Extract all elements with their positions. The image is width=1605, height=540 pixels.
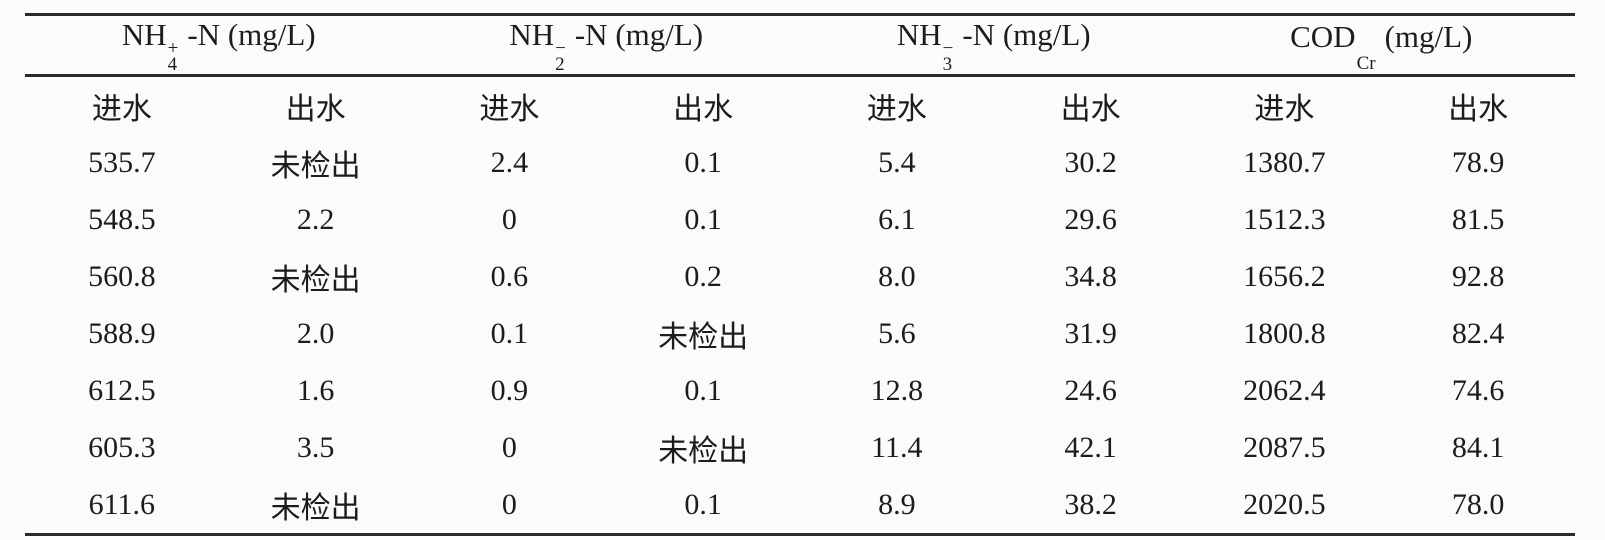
table-cell: 5.4 (878, 145, 916, 179)
subsup-nh2: −2 (555, 38, 566, 75)
subsup-codcr: Cr (1356, 52, 1376, 74)
sub-header-cell: 出水 (1448, 92, 1509, 126)
column-group-nh2: NH −2 -N (mg/L) (412, 14, 800, 77)
table-cell: 11.4 (871, 430, 923, 464)
column-group-nh3: NH −3 -N (mg/L) (800, 14, 1188, 77)
table-cell: 34.8 (1064, 259, 1117, 293)
table-cell: 未检出 (270, 491, 361, 525)
sub-header-cell: 出水 (673, 92, 734, 126)
table-row: 560.8 未检出 0.6 0.2 8.0 34.8 1656.2 92.8 (25, 248, 1575, 305)
table-cell: 1.6 (296, 373, 335, 407)
table-row: 605.3 3.5 0 未检出 11.4 42.1 2087.5 84.1 (25, 419, 1575, 476)
subsup-nh3: −3 (942, 38, 954, 75)
table-cell: 2.0 (296, 316, 335, 350)
table-cell: 0 (501, 487, 517, 521)
table-row: 535.7 未检出 2.4 0.1 5.4 30.2 1380.7 78.9 (25, 134, 1575, 191)
sub-header-cell: 进水 (1254, 92, 1315, 126)
table-cell: 2020.5 (1243, 487, 1326, 521)
sub-header-cell: 出水 (1060, 92, 1121, 126)
table-cell: 29.6 (1064, 202, 1117, 236)
table-cell: 78.9 (1451, 145, 1505, 179)
table-cell: 2.2 (296, 202, 335, 236)
table-cell: 84.1 (1451, 430, 1505, 464)
table-cell: 560.8 (88, 259, 156, 293)
table-cell: 0.1 (684, 487, 722, 521)
sub-header-cell: 进水 (866, 92, 927, 126)
table-body: 535.7 未检出 2.4 0.1 5.4 30.2 1380.7 78.9 548.5 2.2 0… (25, 134, 1575, 535)
table-cell: 0 (501, 202, 517, 236)
subsup-nh4: +4 (167, 38, 179, 75)
table-cell: 1800.8 (1243, 316, 1326, 350)
table-cell: 611.6 (88, 487, 156, 521)
table-row: 611.6 未检出 0 0.1 8.9 38.2 2020.5 78.0 (25, 476, 1575, 535)
formula-nh3: NH −3 -N (mg/L) (896, 17, 1091, 75)
table-cell: 588.9 (88, 316, 156, 350)
table-cell: 78.0 (1451, 487, 1505, 521)
table-cell: 0.6 (490, 259, 529, 293)
table-cell: 2.4 (490, 145, 529, 179)
table-cell: 3.5 (296, 430, 335, 464)
paper-table-region: NH +4 -N (mg/L) NH −2 -N (mg/L) NH −3 -N (mg/L… (25, 13, 1575, 536)
column-group-nh4: NH +4 -N (mg/L) (25, 14, 413, 77)
table-cell: 24.6 (1064, 373, 1117, 407)
sub-header-cell: 进水 (479, 92, 540, 126)
table-cell: 8.0 (878, 259, 916, 293)
table-row: 548.5 2.2 0 0.1 6.1 29.6 1512.3 81.5 (25, 191, 1575, 248)
table-cell: 548.5 (88, 202, 156, 236)
sub-header-cell: 出水 (285, 92, 346, 126)
table-cell: 31.9 (1064, 316, 1117, 350)
table-cell: 未检出 (270, 263, 361, 297)
table-cell: 未检出 (658, 320, 749, 354)
table-cell: 1512.3 (1243, 202, 1326, 236)
table-cell: 81.5 (1451, 202, 1505, 236)
table-cell: 0 (501, 430, 517, 464)
table-cell: 未检出 (270, 149, 361, 183)
table-cell: 5.6 (878, 316, 916, 350)
table-cell: 92.8 (1451, 259, 1505, 293)
table-cell: 6.1 (878, 202, 916, 236)
table-cell: 535.7 (88, 145, 156, 179)
table-cell: 1380.7 (1243, 145, 1326, 179)
table-cell: 612.5 (88, 373, 156, 407)
table-cell: 2087.5 (1243, 430, 1326, 464)
table-cell: 0.9 (490, 373, 529, 407)
sub-header-cell: 进水 (91, 92, 152, 126)
sub-header-row: 进水 出水 进水 出水 进水 出水 进水 出水 (25, 76, 1575, 135)
table-cell: 38.2 (1064, 487, 1117, 521)
formula-nh4: NH +4 -N (mg/L) (121, 17, 316, 75)
table-cell: 0.1 (684, 145, 722, 179)
table-cell: 2062.4 (1243, 373, 1326, 407)
group-header-row: NH +4 -N (mg/L) NH −2 -N (mg/L) NH −3 -N (mg/L… (25, 14, 1575, 77)
table-cell: 82.4 (1451, 316, 1505, 350)
table-cell: 74.6 (1451, 373, 1505, 407)
formula-nh2: NH −2 -N (mg/L) (509, 17, 704, 75)
table-cell: 8.9 (878, 487, 916, 521)
table-cell: 1656.2 (1243, 259, 1326, 293)
table-row: 588.9 2.0 0.1 未检出 5.6 31.9 1800.8 82.4 (25, 305, 1575, 362)
table-cell: 0.2 (684, 259, 722, 293)
table-cell: 605.3 (88, 430, 156, 464)
table-cell: 12.8 (870, 373, 924, 407)
table-cell: 42.1 (1064, 430, 1117, 464)
column-group-codcr: COD Cr (mg/L) (1187, 14, 1575, 77)
table-row: 612.5 1.6 0.9 0.1 12.8 24.6 2062.4 74.6 (25, 362, 1575, 419)
table-cell: 0.1 (684, 373, 722, 407)
table-cell: 0.1 (684, 202, 722, 236)
water-quality-table: NH +4 -N (mg/L) NH −2 -N (mg/L) NH −3 -N (mg/L… (25, 13, 1575, 536)
formula-codcr: COD Cr (mg/L) (1290, 18, 1473, 74)
table-cell: 未检出 (658, 434, 749, 468)
table-cell: 0.1 (490, 316, 529, 350)
table-cell: 30.2 (1064, 145, 1117, 179)
